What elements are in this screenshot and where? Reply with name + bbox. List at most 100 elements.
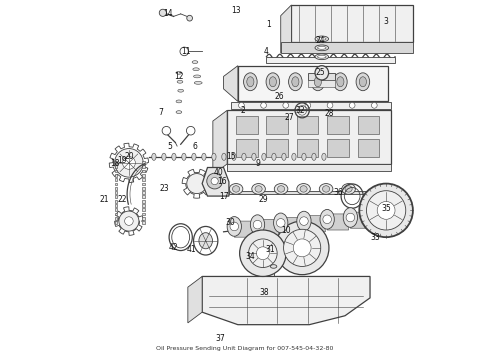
Bar xyxy=(267,139,288,157)
Ellipse shape xyxy=(232,186,240,192)
Bar xyxy=(115,212,118,215)
Ellipse shape xyxy=(194,75,201,78)
Circle shape xyxy=(187,15,193,21)
Circle shape xyxy=(240,230,286,276)
Circle shape xyxy=(187,174,207,194)
Ellipse shape xyxy=(255,186,262,192)
Bar xyxy=(358,116,379,134)
Polygon shape xyxy=(223,66,238,102)
Ellipse shape xyxy=(297,184,310,194)
Bar xyxy=(143,217,146,220)
Ellipse shape xyxy=(270,265,277,268)
Ellipse shape xyxy=(345,186,352,192)
Ellipse shape xyxy=(273,213,288,233)
Bar xyxy=(115,204,118,207)
Bar xyxy=(297,116,318,134)
Ellipse shape xyxy=(314,77,321,87)
Polygon shape xyxy=(281,42,413,53)
Bar xyxy=(143,165,146,168)
Text: 30: 30 xyxy=(226,219,236,228)
Ellipse shape xyxy=(192,153,196,160)
Circle shape xyxy=(369,211,378,220)
Circle shape xyxy=(283,103,289,108)
Bar xyxy=(115,187,118,190)
Bar xyxy=(308,80,335,87)
Text: 13: 13 xyxy=(231,6,241,15)
Ellipse shape xyxy=(244,73,257,91)
Text: 36: 36 xyxy=(333,188,343,197)
Text: 26: 26 xyxy=(274,91,284,100)
Ellipse shape xyxy=(289,73,302,91)
Text: 29: 29 xyxy=(258,195,268,204)
Circle shape xyxy=(239,103,245,108)
Text: 34: 34 xyxy=(245,252,255,261)
Ellipse shape xyxy=(367,206,381,226)
Ellipse shape xyxy=(262,153,266,160)
Ellipse shape xyxy=(176,100,182,103)
Ellipse shape xyxy=(176,71,182,74)
Ellipse shape xyxy=(229,184,243,194)
Text: 1: 1 xyxy=(266,20,270,29)
Circle shape xyxy=(377,202,395,219)
Polygon shape xyxy=(238,66,388,102)
Bar xyxy=(115,161,118,164)
Polygon shape xyxy=(281,217,302,234)
Ellipse shape xyxy=(242,153,246,160)
Polygon shape xyxy=(227,164,392,171)
Circle shape xyxy=(371,103,377,108)
Circle shape xyxy=(327,103,333,108)
Ellipse shape xyxy=(199,233,213,249)
Ellipse shape xyxy=(194,81,202,84)
Ellipse shape xyxy=(232,153,236,160)
Circle shape xyxy=(293,239,311,257)
Polygon shape xyxy=(213,111,227,175)
Text: 16: 16 xyxy=(217,177,226,186)
Ellipse shape xyxy=(212,153,216,160)
Bar xyxy=(143,170,146,172)
Circle shape xyxy=(275,221,329,275)
Ellipse shape xyxy=(222,153,226,160)
Text: 33: 33 xyxy=(370,233,380,242)
Polygon shape xyxy=(234,221,256,237)
Ellipse shape xyxy=(315,66,329,80)
Circle shape xyxy=(261,103,267,108)
Circle shape xyxy=(162,126,171,135)
Text: 31: 31 xyxy=(265,245,275,254)
Ellipse shape xyxy=(282,153,286,160)
Ellipse shape xyxy=(311,73,325,91)
Text: 15: 15 xyxy=(226,152,236,161)
Text: 14: 14 xyxy=(163,9,173,18)
Bar xyxy=(115,221,118,224)
Circle shape xyxy=(305,103,311,108)
Ellipse shape xyxy=(172,153,176,160)
Text: 42: 42 xyxy=(169,243,178,252)
Bar xyxy=(267,57,395,63)
Bar xyxy=(115,174,118,177)
Ellipse shape xyxy=(318,37,326,40)
Circle shape xyxy=(284,116,292,123)
Bar xyxy=(143,195,146,198)
Text: 7: 7 xyxy=(159,108,164,117)
Circle shape xyxy=(253,220,262,229)
Bar xyxy=(115,165,118,168)
Ellipse shape xyxy=(182,153,186,160)
Circle shape xyxy=(317,111,321,115)
Ellipse shape xyxy=(178,89,184,92)
Ellipse shape xyxy=(250,215,265,234)
Bar xyxy=(143,191,146,194)
Text: 28: 28 xyxy=(324,109,334,118)
Bar xyxy=(327,139,348,157)
Circle shape xyxy=(122,157,135,169)
Text: 17: 17 xyxy=(219,192,228,201)
Ellipse shape xyxy=(252,184,266,194)
Bar xyxy=(143,187,146,190)
Polygon shape xyxy=(292,5,413,42)
Text: 18: 18 xyxy=(110,159,120,168)
Bar xyxy=(143,221,146,224)
Circle shape xyxy=(119,211,139,231)
Circle shape xyxy=(180,47,189,56)
Text: 32: 32 xyxy=(295,106,305,115)
Ellipse shape xyxy=(266,73,280,91)
Text: 9: 9 xyxy=(255,159,260,168)
Text: 40: 40 xyxy=(213,168,223,177)
